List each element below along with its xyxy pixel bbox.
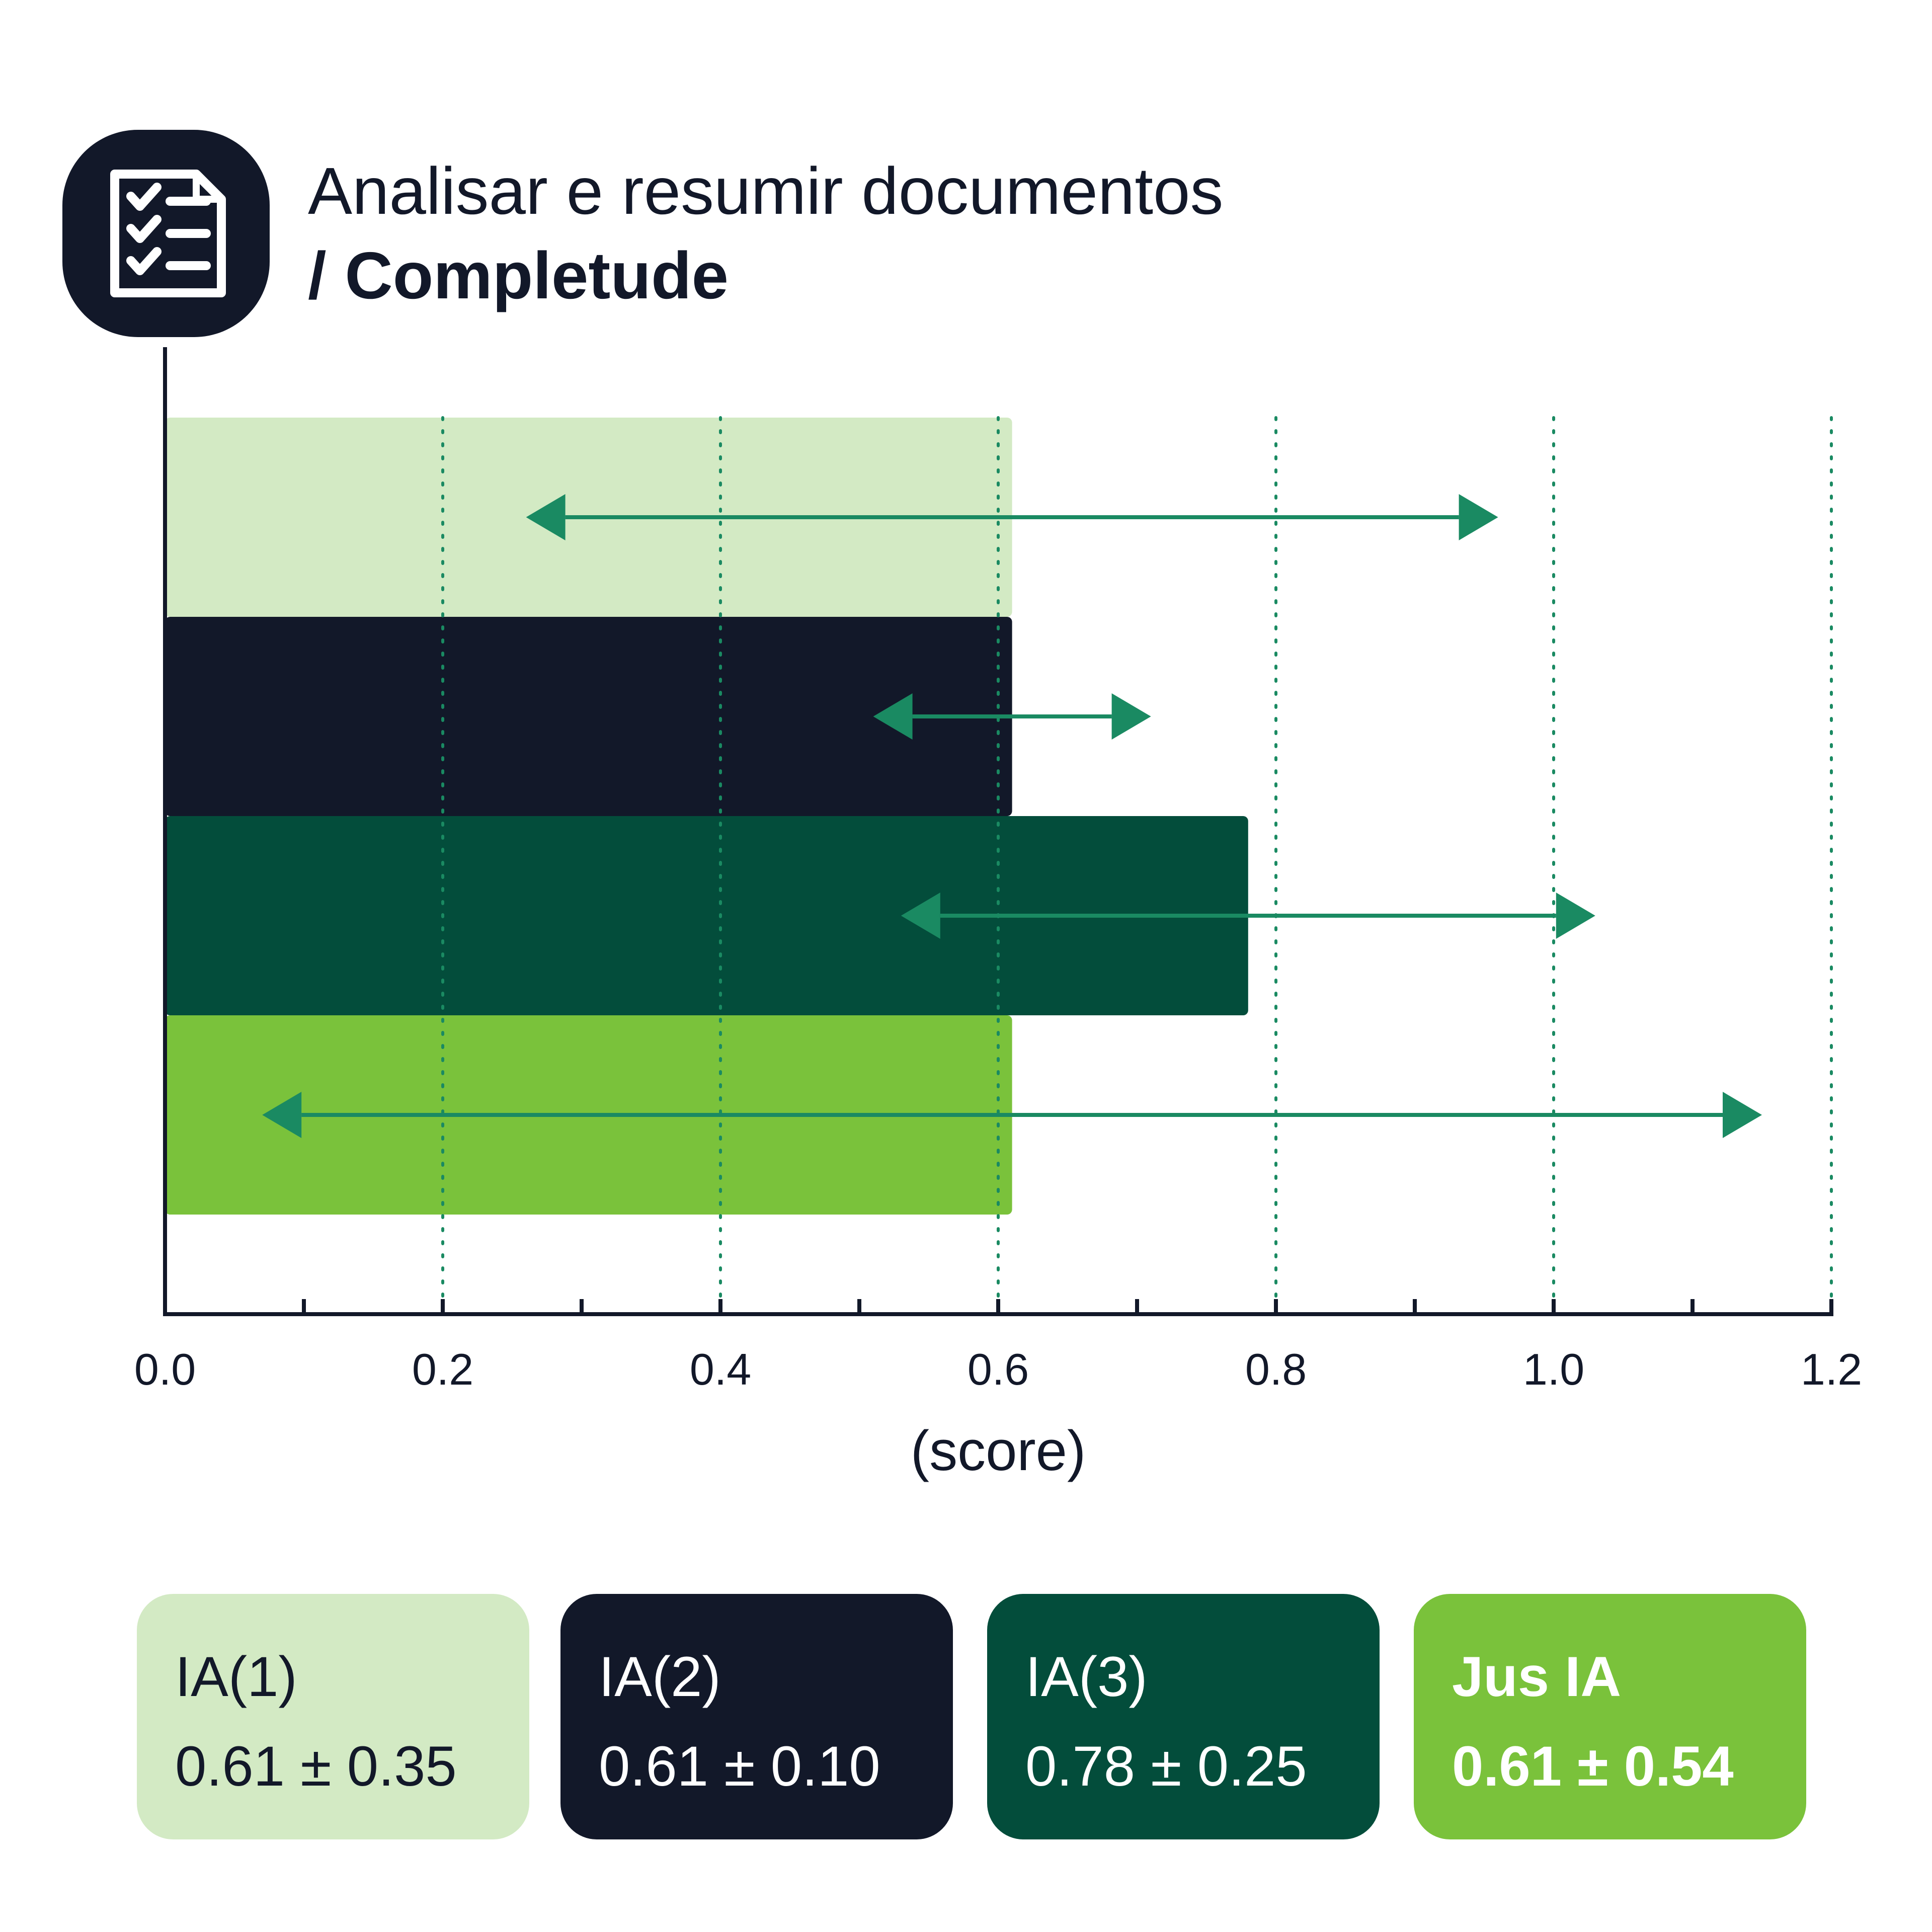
error-bar-right-arrow: [1556, 893, 1595, 939]
chart-subtitle: / Completude: [308, 238, 729, 312]
x-tick-label: 0.2: [412, 1344, 473, 1394]
error-bar-left-arrow: [873, 693, 913, 740]
x-tick-label: 0.6: [968, 1344, 1029, 1394]
legend-series-value: 0.61 ± 0.10: [599, 1735, 880, 1798]
error-bar-left-arrow: [526, 494, 566, 540]
error-bar-left-arrow: [262, 1092, 302, 1138]
x-tick-label: 1.2: [1801, 1344, 1862, 1394]
legend-series-value: 0.78 ± 0.25: [1025, 1735, 1307, 1798]
x-tick-label: 0.8: [1245, 1344, 1307, 1394]
legend-series-name: Jus IA: [1452, 1645, 1622, 1708]
legend: IA(1) 0.61 ± 0.35 IA(2) 0.61 ± 0.10 IA(3) 0.7…: [137, 1594, 1837, 1839]
legend-card-2: IA(2) 0.61 ± 0.10: [560, 1594, 953, 1839]
legend-series-name: IA(3): [1025, 1645, 1148, 1708]
error-bar-right-arrow: [1723, 1092, 1762, 1138]
legend-card-1: IA(1) 0.61 ± 0.35: [137, 1594, 529, 1839]
checklist-document-icon: [62, 130, 270, 337]
legend-series-name: IA(2): [599, 1645, 721, 1708]
legend-series-name: IA(1): [175, 1645, 297, 1708]
x-axis-label: (score): [911, 1419, 1086, 1482]
legend-card-4: Jus IA 0.61 ± 0.54: [1414, 1594, 1806, 1839]
error-bar-left-arrow: [901, 893, 940, 939]
x-tick-label: 0.4: [690, 1344, 751, 1394]
chart-title: Analisar e resumir documentos: [308, 154, 1224, 228]
x-tick-label: 1.0: [1523, 1344, 1584, 1394]
chart-header: Analisar e resumir documentos / Completu…: [0, 0, 1932, 352]
legend-series-value: 0.61 ± 0.35: [175, 1735, 457, 1798]
legend-series-value: 0.61 ± 0.54: [1452, 1735, 1734, 1798]
error-bar-right-arrow: [1111, 693, 1151, 740]
legend-card-3: IA(3) 0.78 ± 0.25: [987, 1594, 1380, 1839]
bar-2: [165, 617, 1012, 816]
x-tick-label: 0.0: [134, 1344, 196, 1394]
bar-chart: 0.0 0.2 0.4 0.6 0.8 1.0 1.2 (score): [134, 347, 1862, 1482]
bar-3: [165, 816, 1248, 1015]
error-bar-right-arrow: [1459, 494, 1498, 540]
